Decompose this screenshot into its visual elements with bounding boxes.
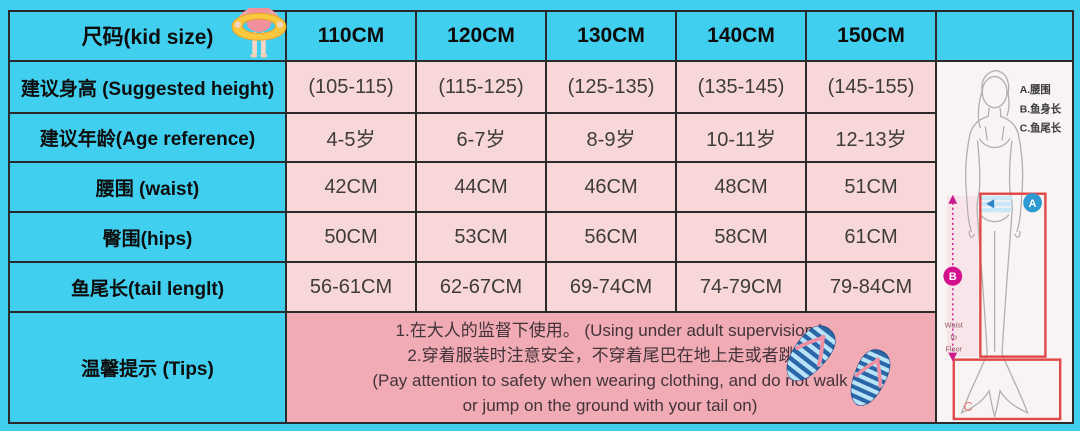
flip-flop-icon — [839, 342, 900, 415]
tips-line: 1.在大人的监督下使用。 (Using under adult supervis… — [395, 321, 825, 340]
value-cell: (145-155) — [805, 60, 937, 114]
svg-text:to: to — [951, 332, 957, 341]
svg-text:Floor: Floor — [945, 345, 962, 354]
header-size-130: 130CM — [545, 10, 677, 62]
value-cell: 42CM — [285, 161, 417, 213]
value-cell: 10-11岁 — [675, 112, 807, 163]
svg-text:A: A — [1029, 198, 1037, 210]
diagram-legend: A.腰围 B.鱼身长 C.鱼尾长 — [1020, 84, 1062, 134]
row-label-tips: 温馨提示 (Tips) — [8, 311, 287, 424]
marker-b: B — [943, 266, 963, 286]
header-size-120: 120CM — [415, 10, 547, 62]
value-cell: 61CM — [805, 211, 937, 263]
value-cell: (125-135) — [545, 60, 677, 114]
header-size-150: 150CM — [805, 10, 937, 62]
value-cell: 48CM — [675, 161, 807, 213]
value-cell: 50CM — [285, 211, 417, 263]
value-cell: 74-79CM — [675, 261, 807, 313]
row-label-waist: 腰围 (waist) — [8, 161, 287, 213]
tips-line: or jump on the ground with your tail on) — [462, 396, 758, 415]
value-cell: 56CM — [545, 211, 677, 263]
value-cell: (115-125) — [415, 60, 547, 114]
row-label-height: 建议身高 (Suggested height) — [8, 60, 287, 114]
tips-text: 1.在大人的监督下使用。 (Using under adult supervis… — [287, 313, 935, 422]
table-row-height: 建议身高 (Suggested height) (105-115) (115-1… — [8, 60, 1074, 424]
header-size-110: 110CM — [285, 10, 417, 62]
value-cell: (135-145) — [675, 60, 807, 114]
marker-a: A — [1023, 193, 1042, 213]
tips-line: 2.穿着服装时注意安全，不穿着尾巴在地上走或者跳。 — [407, 346, 813, 365]
value-cell: 53CM — [415, 211, 547, 263]
row-label-hips: 臀围(hips) — [8, 211, 287, 263]
marker-c: C — [964, 399, 973, 414]
svg-text:Waist: Waist — [945, 320, 964, 329]
legend-item-waist: A.腰围 — [1020, 84, 1051, 96]
value-cell: 56-61CM — [285, 261, 417, 313]
waist-to-floor-label: Waist to Floor — [945, 320, 964, 353]
figure-outline — [960, 69, 1029, 418]
waistband — [978, 195, 1012, 213]
header-diagram-spacer — [935, 10, 1074, 62]
tips-line: (Pay attention to safety when wearing cl… — [372, 371, 848, 390]
red-measure-box-body — [979, 192, 1047, 358]
svg-text:B: B — [949, 271, 957, 283]
value-cell: 4-5岁 — [285, 112, 417, 163]
header-size-140: 140CM — [675, 10, 807, 62]
table-row-age: 建议年龄(Age reference) 4-5岁 6-7岁 8-9岁 10-11… — [8, 112, 1073, 163]
value-cell: 6-7岁 — [415, 112, 547, 163]
value-cell: 62-67CM — [415, 261, 547, 313]
kid-in-swim-ring-icon — [228, 2, 290, 64]
table-row-hips: 臀围(hips) 50CM 53CM 56CM 58CM 61CM — [8, 211, 1073, 263]
row-label-tail-length: 鱼尾长(tail lenglt) — [8, 261, 287, 313]
value-cell: (105-115) — [285, 60, 417, 114]
red-measure-box-tail — [952, 358, 1062, 421]
value-cell: 12-13岁 — [805, 112, 937, 163]
value-cell: 8-9岁 — [545, 112, 677, 163]
value-cell: 58CM — [675, 211, 807, 263]
table-row-waist: 腰围 (waist) 42CM 44CM 46CM 48CM 51CM — [8, 161, 1073, 213]
size-table: 尺码(kid size) 110CM 120CM 130CM 140CM — [8, 2, 1074, 424]
value-cell: 46CM — [545, 161, 677, 213]
value-cell: 69-74CM — [545, 261, 677, 313]
tips-cell: 1.在大人的监督下使用。 (Using under adult supervis… — [285, 311, 937, 424]
header-kid-size-cell: 尺码(kid size) — [8, 2, 287, 62]
value-cell: 51CM — [805, 161, 937, 213]
table-row-tips: 温馨提示 (Tips) 1.在大人的监督下使用。 (Using under ad… — [8, 311, 1073, 424]
value-cell: 44CM — [415, 161, 547, 213]
row-label-age: 建议年龄(Age reference) — [8, 112, 287, 163]
legend-item-body-length: B.鱼身长 — [1020, 102, 1062, 115]
measurement-figure-diagram: A B C Waist to Floor A.腰围 B.鱼身长 C.鱼尾长 — [935, 60, 1074, 424]
legend-item-tail-length: C.鱼尾长 — [1020, 121, 1062, 134]
flip-flop-icon — [773, 315, 847, 393]
header-kid-size-label: 尺码(kid size) — [81, 26, 214, 49]
table-row-tail-length: 鱼尾长(tail lenglt) 56-61CM 62-67CM 69-74CM… — [8, 261, 1073, 313]
value-cell: 79-84CM — [805, 261, 937, 313]
